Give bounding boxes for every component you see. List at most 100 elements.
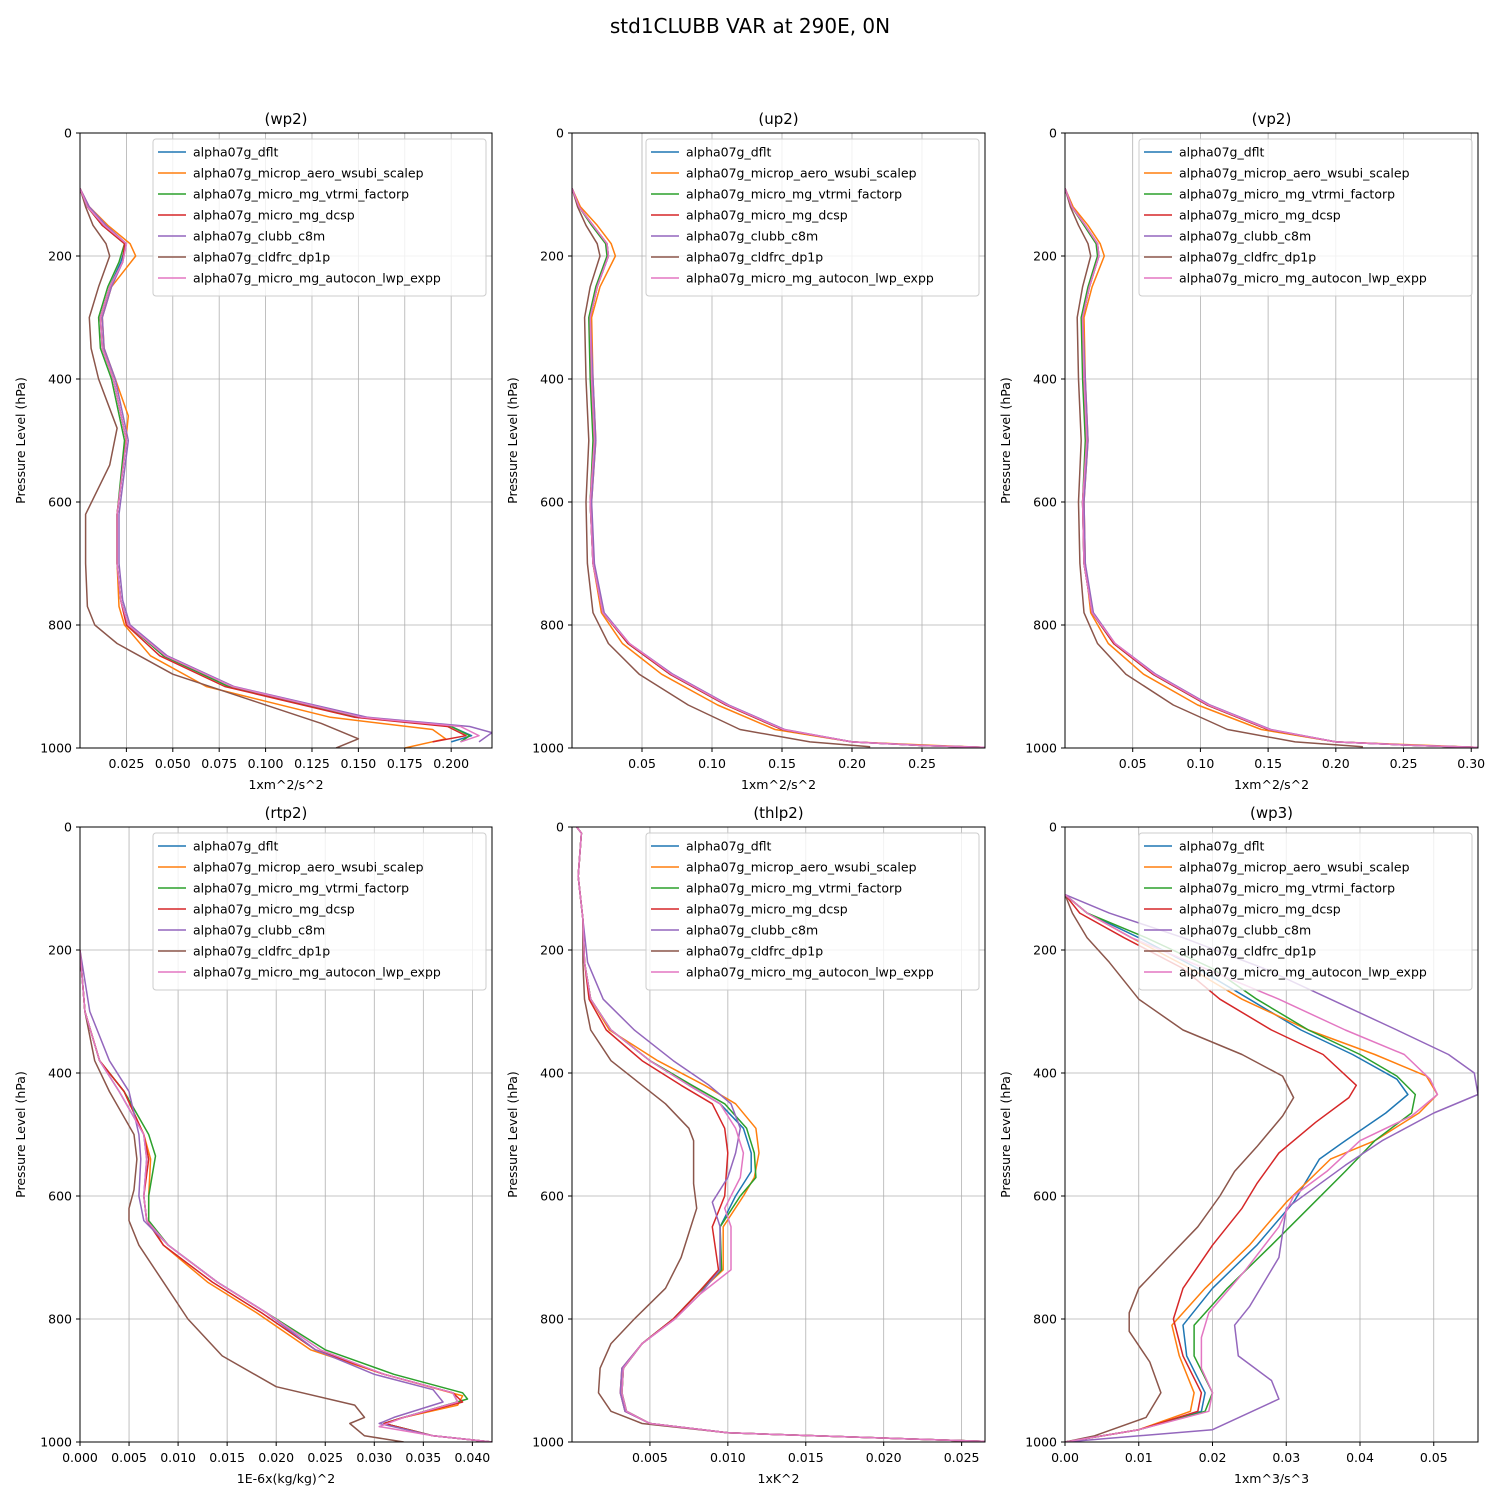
legend-label: alpha07g_micro_mg_dcsp: [193, 208, 355, 223]
legend-label: alpha07g_micro_mg_dcsp: [1179, 208, 1341, 223]
legend: alpha07g_dflt alpha07g_microp_aero_wsubi_…: [152, 832, 487, 991]
chart-panel: 0.00 0.01 0.02 0.03 0.04 0.05 0 200 400 600 800 100…: [998, 804, 1479, 1486]
x-tick-label: 0.200: [433, 756, 469, 771]
y-tick-label: 600: [540, 495, 564, 510]
legend: alpha07g_dflt alpha07g_microp_aero_wsubi_…: [1138, 138, 1473, 297]
x-tick-label: 0.150: [340, 756, 376, 771]
y-tick-label: 0: [1049, 126, 1057, 141]
y-tick-label: 0: [556, 820, 564, 835]
legend-label: alpha07g_micro_mg_autocon_lwp_expp: [686, 271, 934, 286]
y-tick-label: 0: [556, 126, 564, 141]
x-tick-label: 0.15: [1254, 756, 1282, 771]
legend-label: alpha07g_micro_mg_dcsp: [1179, 902, 1341, 917]
y-tick-label: 600: [48, 495, 72, 510]
legend-label: alpha07g_micro_mg_dcsp: [686, 208, 848, 223]
axes-frame: [79, 826, 493, 1443]
panel-title: (up2): [758, 110, 798, 128]
x-tick-label: 0.040: [454, 1450, 490, 1465]
x-tick-label: 0.175: [387, 756, 423, 771]
panel-title: (wp2): [264, 110, 307, 128]
legend-label: alpha07g_micro_mg_vtrmi_factorp: [193, 187, 409, 202]
legend-label: alpha07g_micro_mg_vtrmi_factorp: [1179, 187, 1395, 202]
chart-panel: 0.05 0.10 0.15 0.20 0.25 0 200 400 600 800 1000 (up…: [505, 110, 986, 792]
legend-label: alpha07g_micro_mg_vtrmi_factorp: [686, 881, 902, 896]
x-tick-label: 0.10: [698, 756, 726, 771]
y-tick-label: 1000: [1025, 741, 1057, 756]
legend-label: alpha07g_cldfrc_dp1p: [1179, 250, 1316, 265]
legend-box: [152, 832, 487, 991]
y-tick-label: 1000: [1025, 1435, 1057, 1450]
legend-label: alpha07g_clubb_c8m: [1179, 229, 1311, 244]
series-line: [576, 827, 985, 1442]
legend: alpha07g_dflt alpha07g_microp_aero_wsubi_…: [1138, 832, 1473, 991]
y-tick-label: 1000: [40, 741, 72, 756]
y-tick-label: 200: [1033, 943, 1057, 958]
y-tick-label: 400: [540, 372, 564, 387]
legend-label: alpha07g_microp_aero_wsubi_scalep: [193, 166, 424, 181]
x-axis-label: 1xm^2/s^2: [741, 777, 816, 792]
legend-label: alpha07g_cldfrc_dp1p: [1179, 944, 1316, 959]
x-axis-label: 1E-6x(kg/kg)^2: [237, 1471, 335, 1486]
legend-label: alpha07g_dflt: [193, 839, 279, 854]
y-tick-label: 1000: [532, 741, 564, 756]
x-tick-label: 0.03: [1272, 1450, 1300, 1465]
legend-label: alpha07g_micro_mg_autocon_lwp_expp: [1179, 271, 1427, 286]
legend-label: alpha07g_micro_mg_autocon_lwp_expp: [686, 965, 934, 980]
legend: alpha07g_dflt alpha07g_microp_aero_wsubi_…: [152, 138, 487, 297]
series-lines: [572, 187, 985, 748]
x-tick-label: 0.035: [405, 1450, 441, 1465]
legend-label: alpha07g_clubb_c8m: [1179, 923, 1311, 938]
series-line: [80, 949, 404, 1442]
series-line: [1065, 188, 1363, 748]
legend-box: [152, 138, 487, 297]
y-tick-label: 200: [48, 249, 72, 264]
legend: alpha07g_dflt alpha07g_microp_aero_wsubi_…: [645, 138, 980, 297]
legend-label: alpha07g_dflt: [1179, 839, 1265, 854]
axes-frame: [571, 132, 986, 749]
series-lines: [1065, 187, 1478, 748]
y-axis-label: Pressure Level (hPa): [505, 1071, 520, 1198]
legend-label: alpha07g_micro_mg_autocon_lwp_expp: [193, 965, 441, 980]
series-lines: [80, 187, 492, 748]
legend-label: alpha07g_clubb_c8m: [193, 923, 325, 938]
x-axis-label: 1xm^2/s^2: [1234, 777, 1309, 792]
axes-frame: [571, 826, 986, 1443]
y-tick-label: 800: [48, 1312, 72, 1327]
y-tick-label: 400: [1033, 372, 1057, 387]
x-tick-label: 0.050: [155, 756, 191, 771]
y-tick-label: 0: [64, 820, 72, 835]
legend-label: alpha07g_clubb_c8m: [686, 923, 818, 938]
y-tick-label: 800: [540, 1312, 564, 1327]
chart-panel: 0.000 0.005 0.010 0.015 0.020 0.025 0.030 0.035…: [13, 804, 493, 1486]
y-tick-label: 400: [48, 372, 72, 387]
series-line: [1065, 894, 1295, 1442]
y-axis-label: Pressure Level (hPa): [998, 377, 1013, 504]
legend-label: alpha07g_micro_mg_autocon_lwp_expp: [1179, 965, 1427, 980]
x-axis-label: 1xm^3/s^3: [1234, 1471, 1309, 1486]
legend-box: [1138, 832, 1473, 991]
x-tick-label: 0.25: [1390, 756, 1418, 771]
x-tick-label: 0.015: [788, 1450, 824, 1465]
y-tick-label: 600: [48, 1189, 72, 1204]
legend-label: alpha07g_micro_mg_dcsp: [193, 902, 355, 917]
chart-panel: 0.005 0.010 0.015 0.020 0.025 0 200 400 600 800 10…: [505, 804, 986, 1486]
chart-panel: 0.05 0.10 0.15 0.20 0.25 0.30 0 200 400 600 800 100…: [998, 110, 1485, 792]
x-tick-label: 0.025: [108, 756, 144, 771]
series-line: [572, 188, 985, 748]
y-tick-label: 800: [1033, 618, 1057, 633]
y-tick-label: 200: [540, 249, 564, 264]
x-axis-label: 1xm^2/s^2: [248, 777, 323, 792]
x-tick-label: 0.05: [1420, 1450, 1448, 1465]
legend-label: alpha07g_cldfrc_dp1p: [193, 944, 330, 959]
y-tick-label: 400: [48, 1066, 72, 1081]
legend-label: alpha07g_dflt: [686, 145, 772, 160]
legend-label: alpha07g_microp_aero_wsubi_scalep: [686, 166, 917, 181]
series-line: [576, 827, 985, 1442]
x-tick-label: 0.20: [1322, 756, 1350, 771]
y-axis-label: Pressure Level (hPa): [13, 1071, 28, 1198]
legend: alpha07g_dflt alpha07g_microp_aero_wsubi_…: [645, 832, 980, 991]
legend-label: alpha07g_micro_mg_vtrmi_factorp: [1179, 881, 1395, 896]
y-tick-label: 600: [540, 1189, 564, 1204]
x-tick-label: 0.000: [62, 1450, 98, 1465]
